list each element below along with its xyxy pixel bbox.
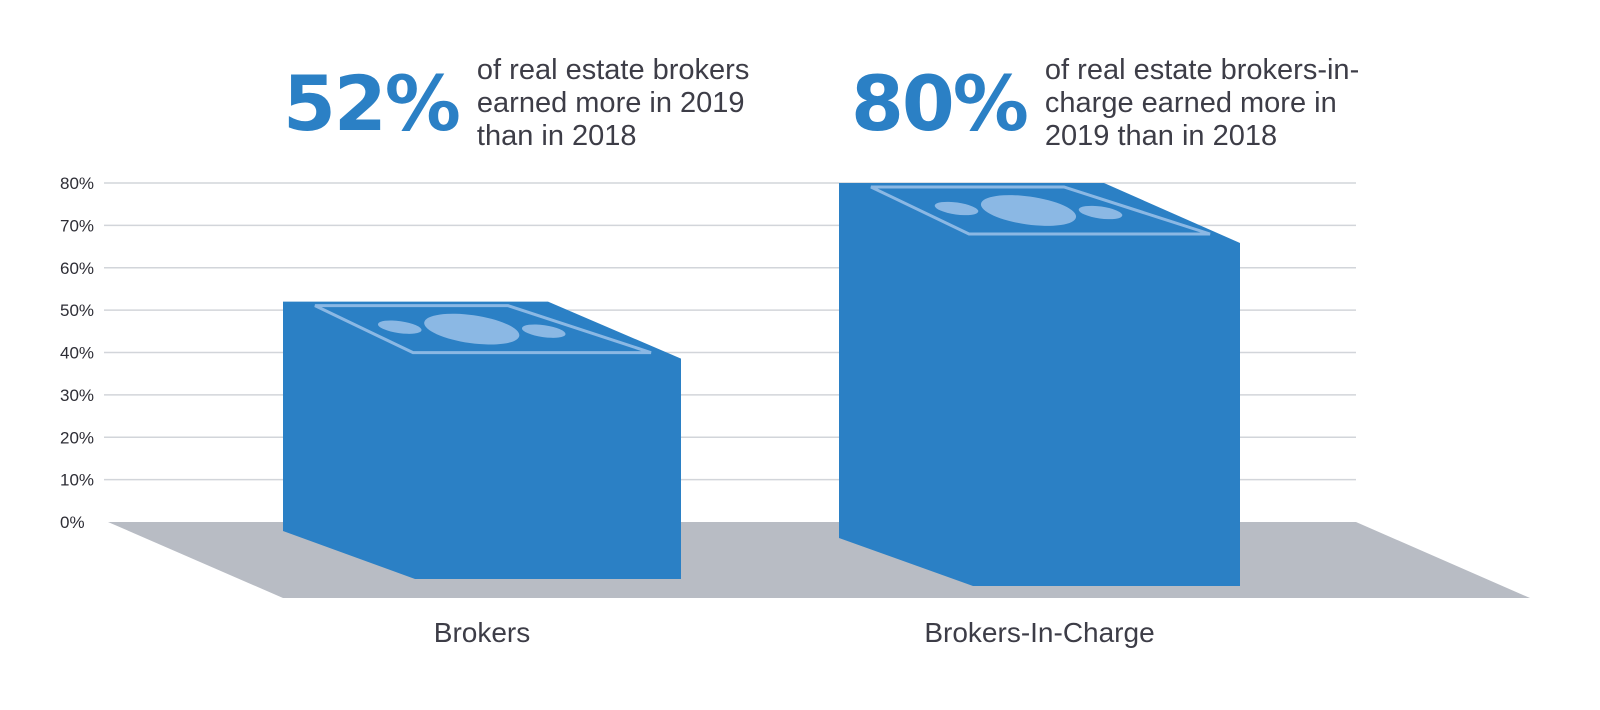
y-tick-label: 40% [60, 344, 94, 363]
y-tick-label: 10% [60, 471, 94, 490]
bill-portrait [980, 195, 1077, 226]
brokers-description: of real estate brokers earned more in 20… [476, 54, 750, 152]
bill-outline [870, 185, 1211, 236]
brokers-percentage: 52% [283, 58, 461, 148]
brokers-in-charge-callout: 80% of real estate brokers-in-charge ear… [851, 54, 1370, 153]
bill-seal-left [934, 201, 979, 216]
y-tick-label: 20% [60, 428, 94, 447]
y-tick-label: 0% [60, 513, 85, 532]
bill-portrait [424, 313, 520, 345]
dollar-bill-icon [870, 185, 1211, 236]
brokers-callout: 52% of real estate brokers earned more i… [283, 54, 767, 153]
bar-brokers-in-charge [839, 183, 1240, 586]
brokers-in-charge-percentage: 80% [851, 58, 1029, 148]
dollar-bill-icon [314, 304, 652, 355]
y-tick-label: 70% [60, 216, 94, 235]
bar-body [839, 183, 1240, 586]
y-tick-label: 60% [60, 259, 94, 278]
y-tick-label: 80% [60, 174, 94, 193]
brokers-in-charge-description: of real estate brokers-in-charge earned … [1044, 54, 1360, 152]
category-label-brokers-in-charge: Brokers-In-Charge [924, 617, 1154, 648]
bill-outline [314, 304, 652, 355]
bar-body [283, 301, 681, 579]
category-label-brokers: Brokers [434, 617, 530, 648]
bar-brokers [283, 301, 681, 579]
y-tick-label: 30% [60, 386, 94, 405]
bill-seal-left [377, 320, 422, 334]
bill-seal-right [521, 324, 566, 338]
bill-seal-right [1078, 205, 1123, 220]
y-tick-label: 50% [60, 301, 94, 320]
